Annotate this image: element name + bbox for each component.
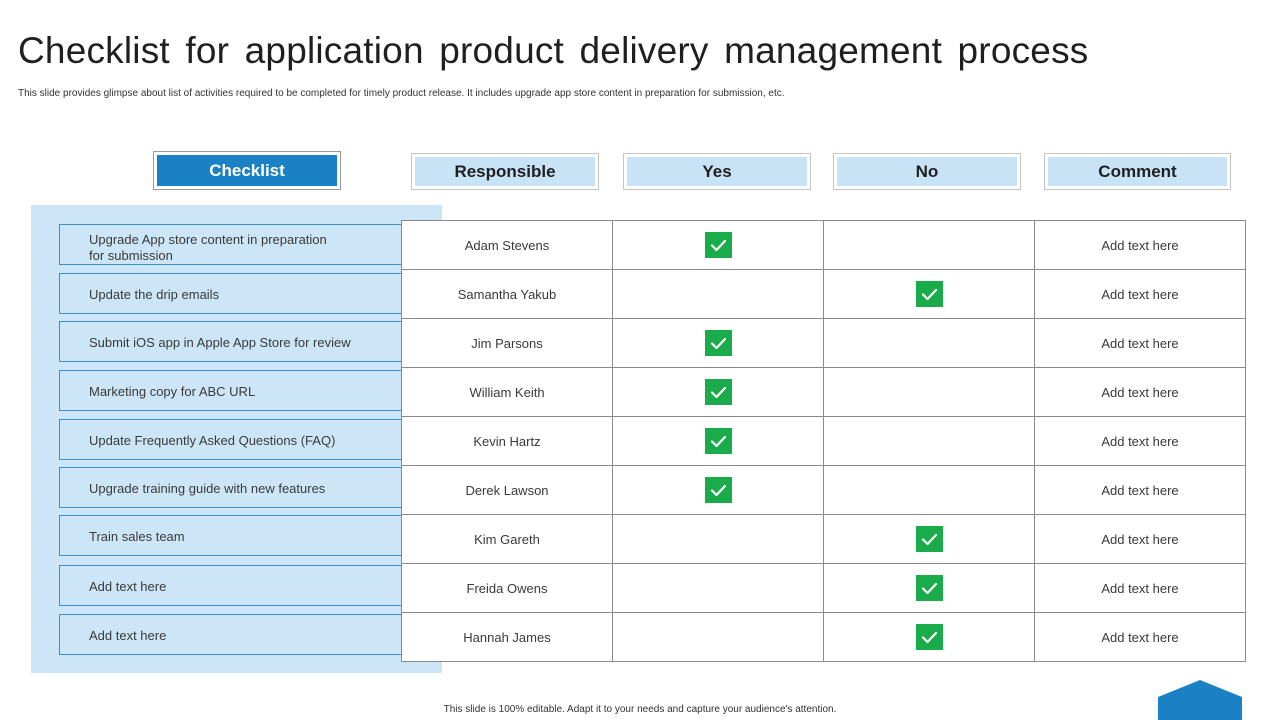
header-yes: Yes (623, 153, 811, 190)
no-cell (823, 416, 1035, 466)
yes-cell (612, 416, 824, 466)
table-row: Jim Parsons Add text here (401, 318, 1246, 368)
checklist-item: Add text here (59, 565, 402, 606)
checkmark-icon (915, 575, 943, 601)
table-row: Adam Stevens Add text here (401, 220, 1246, 270)
no-cell (823, 367, 1035, 417)
checkmark-icon (915, 624, 943, 650)
responsible-cell: Jim Parsons (401, 318, 613, 368)
yes-cell (612, 269, 824, 319)
checklist-item-label: Add text here (89, 628, 167, 643)
table-row: Kim Gareth Add text here (401, 514, 1246, 564)
comment-cell: Add text here (1034, 367, 1246, 417)
responsible-cell: Samantha Yakub (401, 269, 613, 319)
header-no: No (833, 153, 1021, 190)
responsible-cell: Derek Lawson (401, 465, 613, 515)
table-row: Samantha Yakub Add text here (401, 269, 1246, 319)
table-row: Hannah James Add text here (401, 612, 1246, 662)
no-cell (823, 318, 1035, 368)
yes-cell (612, 563, 824, 613)
responsible-cell: William Keith (401, 367, 613, 417)
comment-cell: Add text here (1034, 514, 1246, 564)
comment-cell: Add text here (1034, 269, 1246, 319)
footer-note: This slide is 100% editable. Adapt it to… (443, 704, 837, 715)
header-yes-label: Yes (627, 157, 807, 186)
yes-cell (612, 220, 824, 270)
comment-cell: Add text here (1034, 416, 1246, 466)
checklist-item-label: Submit iOS app in Apple App Store for re… (89, 335, 351, 350)
checklist-item: Upgrade App store content in preparation… (59, 224, 402, 265)
page-subtitle: This slide provides glimpse about list o… (18, 88, 785, 99)
checkmark-icon (704, 477, 732, 503)
yes-cell (612, 612, 824, 662)
checkmark-icon (704, 428, 732, 454)
checklist-item-label: Train sales team (89, 529, 185, 544)
checklist-item-label: Update the drip emails (89, 287, 220, 302)
responsible-cell: Kim Gareth (401, 514, 613, 564)
no-cell (823, 612, 1035, 662)
checklist-item-label: Upgrade training guide with new features (89, 481, 326, 496)
table-row: Derek Lawson Add text here (401, 465, 1246, 515)
no-cell (823, 269, 1035, 319)
responsible-cell: Freida Owens (401, 563, 613, 613)
yes-cell (612, 465, 824, 515)
checkmark-icon (704, 232, 732, 258)
header-comment: Comment (1044, 153, 1231, 190)
hexagon-shape (1158, 680, 1242, 720)
checklist-item: Add text here (59, 614, 402, 655)
checklist-item: Update the drip emails (59, 273, 402, 314)
checklist-item: Upgrade training guide with new features (59, 467, 402, 508)
comment-cell: Add text here (1034, 220, 1246, 270)
responsible-cell: Adam Stevens (401, 220, 613, 270)
comment-cell: Add text here (1034, 612, 1246, 662)
checkmark-icon (915, 526, 943, 552)
header-comment-label: Comment (1048, 157, 1227, 186)
checklist-item-label: Marketing copy for ABC URL (89, 384, 256, 399)
checklist-item: Update Frequently Asked Questions (FAQ) (59, 419, 402, 460)
header-responsible: Responsible (411, 153, 599, 190)
header-no-label: No (837, 157, 1017, 186)
no-cell (823, 220, 1035, 270)
checklist-item: Train sales team (59, 515, 402, 556)
checklist-item: Marketing copy for ABC URL (59, 370, 402, 411)
responsible-cell: Kevin Hartz (401, 416, 613, 466)
checkmark-icon (915, 281, 943, 307)
yes-cell (612, 514, 824, 564)
comment-cell: Add text here (1034, 318, 1246, 368)
comment-cell: Add text here (1034, 465, 1246, 515)
no-cell (823, 465, 1035, 515)
table-row: William Keith Add text here (401, 367, 1246, 417)
responsible-cell: Hannah James (401, 612, 613, 662)
no-cell (823, 563, 1035, 613)
yes-cell (612, 367, 824, 417)
header-responsible-label: Responsible (415, 157, 595, 186)
no-cell (823, 514, 1035, 564)
checklist-item-label: Upgrade App store content in preparation… (89, 232, 327, 263)
checklist-item-label: Update Frequently Asked Questions (FAQ) (89, 433, 336, 448)
table-row: Freida Owens Add text here (401, 563, 1246, 613)
checklist-item-label: Add text here (89, 579, 167, 594)
checklist-item: Submit iOS app in Apple App Store for re… (59, 321, 402, 362)
checkmark-icon (704, 379, 732, 405)
header-checklist-label: Checklist (157, 155, 337, 186)
comment-cell: Add text here (1034, 563, 1246, 613)
table-row: Kevin Hartz Add text here (401, 416, 1246, 466)
checkmark-icon (704, 330, 732, 356)
yes-cell (612, 318, 824, 368)
status-table: Adam Stevens Add text here Samantha Yakub A… (401, 220, 1246, 662)
header-checklist: Checklist (153, 151, 341, 190)
page-title: Checklist for application product delive… (18, 30, 1089, 71)
